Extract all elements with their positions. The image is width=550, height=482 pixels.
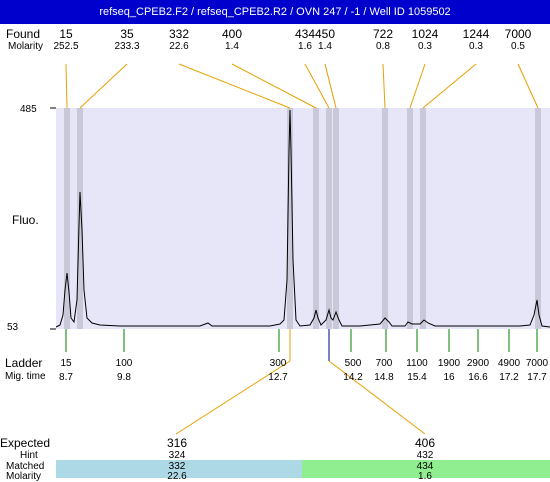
matched-label: Matched — [6, 461, 45, 472]
ladder-size-9: 4900 — [497, 358, 521, 369]
found-molarity-3: 22.6 — [169, 41, 189, 52]
molarity-bottom-label: Molarity — [6, 471, 42, 482]
found-connector-1 — [65, 63, 68, 109]
ladder-time-3: 12.7 — [268, 372, 288, 383]
peak-band-2 — [77, 108, 83, 329]
peak-band-8 — [407, 108, 413, 329]
ladder-size-1: 15 — [60, 358, 72, 369]
found-connector-8 — [409, 63, 426, 109]
peak-band-6 — [333, 108, 339, 329]
ladder-size-6: 1100 — [406, 358, 428, 369]
found-molarity-6: 1.4 — [318, 41, 332, 52]
matched-bar-1 — [56, 460, 302, 478]
found-connector-9 — [422, 63, 477, 109]
ladder-label: Ladder — [5, 356, 43, 370]
peak-band-3 — [287, 108, 293, 329]
found-size-4: 400 — [221, 27, 243, 41]
fluo-axis-label: Fluo. — [12, 213, 39, 227]
molarity-label: Molarity — [8, 41, 44, 52]
plot-area — [56, 108, 550, 329]
peak-band-1 — [64, 108, 70, 329]
matched-bar-2 — [302, 460, 550, 478]
found-molarity-1: 252.5 — [53, 41, 79, 52]
expected-connector-2 — [328, 360, 426, 435]
found-label: Found — [6, 27, 41, 41]
peak-band-10 — [535, 108, 541, 329]
ladder-size-4: 500 — [344, 358, 362, 369]
matched-value-2: 434 — [416, 461, 434, 472]
molarity-value-2: 1.6 — [418, 471, 432, 482]
ladder-time-6: 15.4 — [407, 372, 427, 383]
hint-label: Hint — [20, 450, 38, 461]
found-size-3: 332 — [168, 27, 190, 41]
found-molarity-7: 0.8 — [376, 41, 390, 52]
found-size-6: 450 — [314, 27, 336, 41]
y-axis-top-label: 485 — [20, 104, 37, 115]
fluorescence-trace — [55, 109, 550, 328]
found-connector-7 — [382, 63, 386, 109]
ladder-time-7: 16 — [443, 372, 455, 383]
ladder-size-10: 7000 — [525, 358, 549, 369]
found-molarity-2: 233.3 — [114, 41, 140, 52]
found-size-10: 7000 — [504, 27, 532, 41]
peak-band-7 — [382, 108, 388, 329]
found-connector-10 — [517, 63, 539, 109]
ladder-time-8: 16.6 — [468, 372, 488, 383]
found-size-8: 1024 — [411, 27, 439, 41]
ladder-time-10: 17.7 — [527, 372, 547, 383]
found-size-2: 35 — [120, 27, 134, 41]
peak-band-5 — [326, 108, 332, 329]
found-molarity-4: 1.4 — [225, 41, 239, 52]
found-connector-3 — [178, 63, 291, 109]
ladder-size-2: 100 — [115, 358, 133, 369]
found-connector-4 — [231, 63, 317, 109]
found-connector-2 — [79, 63, 128, 109]
found-connector-5 — [304, 63, 330, 109]
peak-band-4 — [313, 108, 319, 329]
hint-value-1: 324 — [168, 450, 186, 461]
ladder-size-3: 300 — [269, 358, 287, 369]
ladder-size-8: 2900 — [466, 358, 490, 369]
found-connector-6 — [324, 63, 337, 109]
ladder-time-9: 17.2 — [499, 372, 519, 383]
found-molarity-5: 1.6 — [298, 41, 312, 52]
expected-size-2: 406 — [414, 436, 436, 450]
expected-connector-1 — [175, 360, 291, 435]
expected-label: Expected — [0, 436, 51, 450]
ladder-size-7: 1900 — [437, 358, 461, 369]
matched-value-1: 332 — [168, 461, 186, 472]
molarity-value-1: 22.6 — [167, 471, 187, 482]
expected-size-1: 316 — [166, 436, 188, 450]
window-title: refseq_CPEB2.F2 / refseq_CPEB2.R2 / OVN … — [0, 0, 550, 24]
found-size-9: 1244 — [462, 27, 490, 41]
found-molarity-8: 0.3 — [418, 41, 432, 52]
found-size-7: 722 — [372, 27, 394, 41]
found-molarity-9: 0.3 — [469, 41, 483, 52]
mig-time-label: Mig. time — [5, 371, 46, 382]
hint-value-2: 432 — [416, 450, 434, 461]
found-molarity-10: 0.5 — [511, 41, 525, 52]
found-size-5: 434 — [294, 27, 316, 41]
peak-band-9 — [420, 108, 426, 329]
ladder-time-5: 14.8 — [374, 372, 394, 383]
ladder-size-5: 700 — [375, 358, 393, 369]
found-size-1: 15 — [59, 27, 73, 41]
ladder-time-4: 14.2 — [343, 372, 363, 383]
ladder-time-2: 9.8 — [117, 372, 131, 383]
y-axis-bottom-label: 53 — [7, 322, 19, 333]
ladder-time-1: 8.7 — [59, 372, 73, 383]
